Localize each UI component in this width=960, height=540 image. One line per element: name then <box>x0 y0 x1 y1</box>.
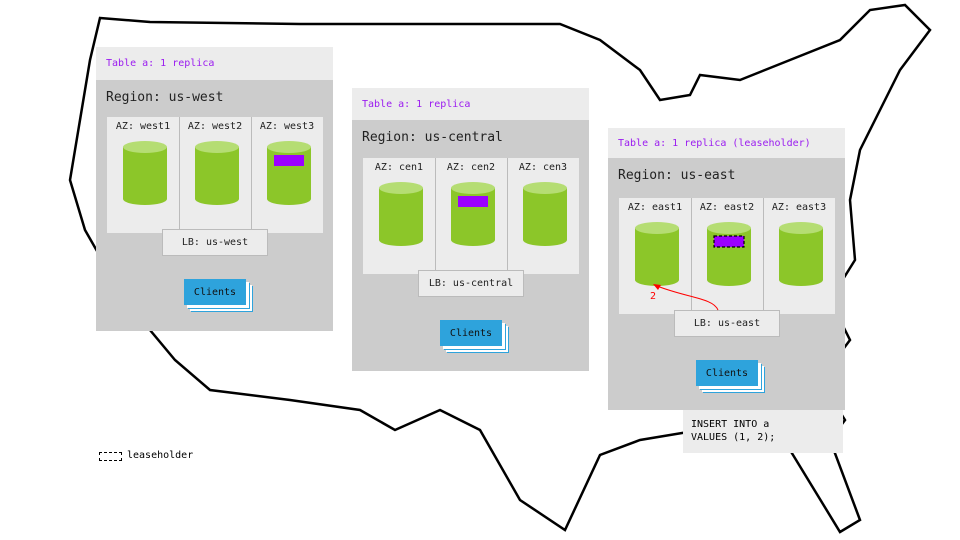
az-label: AZ: east3 <box>771 202 827 213</box>
load-balancer: LB: us-west <box>162 229 268 256</box>
az-column: AZ: cen3 <box>507 158 579 274</box>
clients-button[interactable]: Clients <box>696 360 758 386</box>
az-container: AZ: west1 AZ: west2 AZ: west3 <box>107 117 323 233</box>
az-label: AZ: cen2 <box>446 162 496 173</box>
az-column: AZ: west2 <box>179 117 252 233</box>
az-label: AZ: west2 <box>187 121 243 132</box>
request-arrow <box>653 284 719 311</box>
replica-cylinder-icon <box>451 182 495 246</box>
clients-button[interactable]: Clients <box>440 320 502 346</box>
az-column: AZ: cen1 <box>363 158 436 274</box>
table-label: Table a: 1 replica (leaseholder) <box>608 128 845 158</box>
az-column: AZ: west1 <box>107 117 180 233</box>
replica-cylinder-icon <box>707 222 751 286</box>
table-label: Table a: 1 replica <box>352 88 589 120</box>
insert-query-box: INSERT INTO a VALUES (1, 2); <box>683 410 843 453</box>
az-label: AZ: cen3 <box>518 162 568 173</box>
az-column: AZ: east3 <box>763 198 835 314</box>
region-title: Region: us-east <box>618 168 736 183</box>
region-box: Region: us-west AZ: west1 AZ: west2 AZ: wes… <box>96 80 333 331</box>
replica-cylinder-icon <box>635 222 679 286</box>
az-column: AZ: east1 <box>619 198 692 314</box>
az-column: AZ: west3 <box>251 117 323 233</box>
leaseholder-legend-icon <box>99 452 122 461</box>
replica-cylinder-icon <box>123 141 167 205</box>
az-label: AZ: east1 <box>627 202 683 213</box>
table-label: Table a: 1 replica <box>96 47 333 80</box>
replica-cylinder-icon <box>267 141 311 205</box>
az-label: AZ: east2 <box>699 202 755 213</box>
region-box: Region: us-east AZ: east1 AZ: east2 AZ: eas… <box>608 158 845 410</box>
az-column: AZ: east2 <box>691 198 764 314</box>
az-label: AZ: west1 <box>115 121 171 132</box>
region-panel: Table a: 1 replica Region: us-central AZ: … <box>352 88 589 371</box>
region-box: Region: us-central AZ: cen1 AZ: cen2 AZ: ce… <box>352 120 589 371</box>
load-balancer: LB: us-east <box>674 310 780 337</box>
az-label: AZ: cen1 <box>374 162 424 173</box>
replica-cylinder-icon <box>523 182 567 246</box>
az-container: AZ: cen1 AZ: cen2 AZ: cen3 <box>363 158 579 274</box>
region-title: Region: us-central <box>362 130 503 145</box>
region-panel: Table a: 1 replica Region: us-west AZ: wes… <box>96 47 333 331</box>
az-label: AZ: west3 <box>259 121 315 132</box>
replica-cylinder-icon <box>195 141 239 205</box>
replica-cylinder-icon <box>779 222 823 286</box>
clients-button[interactable]: Clients <box>184 279 246 305</box>
az-column: AZ: cen2 <box>435 158 508 274</box>
az-container: AZ: east1 AZ: east2 AZ: east3 <box>619 198 835 314</box>
legend-label: leaseholder <box>127 450 194 461</box>
arrow-step-label: 2 <box>650 291 657 302</box>
load-balancer: LB: us-central <box>418 270 524 297</box>
replica-cylinder-icon <box>379 182 423 246</box>
region-title: Region: us-west <box>106 90 224 105</box>
region-panel: Table a: 1 replica (leaseholder) Region: … <box>608 128 845 410</box>
